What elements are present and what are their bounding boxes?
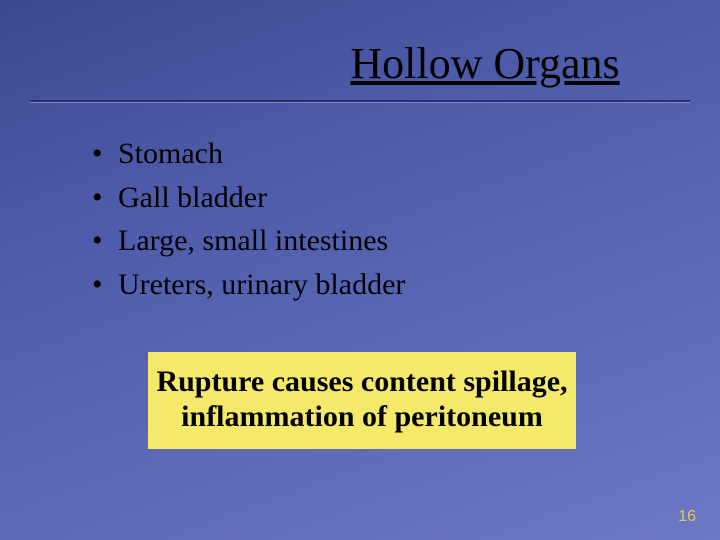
bullet-text: Ureters, urinary bladder	[118, 266, 405, 304]
bullet-dot-icon: •	[92, 139, 118, 169]
bullet-list: • Stomach • Gall bladder • Large, small …	[92, 135, 405, 309]
page-number: 16	[678, 508, 696, 526]
bullet-item: • Large, small intestines	[92, 222, 405, 260]
slide: Hollow Organs • Stomach • Gall bladder •…	[0, 0, 720, 540]
callout-box: Rupture causes content spillage, inflamm…	[148, 352, 576, 449]
callout-text: Rupture causes content spillage, inflamm…	[156, 364, 568, 435]
title-container: Hollow Organs	[0, 38, 720, 89]
title-rule	[30, 100, 690, 103]
bullet-item: • Ureters, urinary bladder	[92, 266, 405, 304]
bullet-dot-icon: •	[92, 226, 118, 256]
bullet-text: Gall bladder	[118, 179, 267, 217]
slide-title: Hollow Organs	[100, 38, 619, 89]
bullet-item: • Stomach	[92, 135, 405, 173]
bullet-dot-icon: •	[92, 270, 118, 300]
bullet-text: Large, small intestines	[118, 222, 388, 260]
bullet-text: Stomach	[118, 135, 223, 173]
bullet-item: • Gall bladder	[92, 179, 405, 217]
bullet-dot-icon: •	[92, 183, 118, 213]
